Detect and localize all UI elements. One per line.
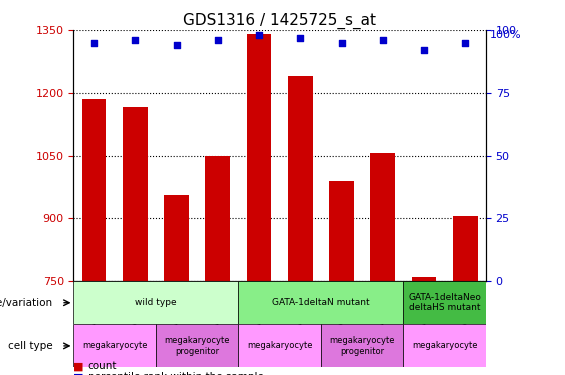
FancyBboxPatch shape	[238, 324, 321, 368]
Point	[131, 37, 140, 43]
Point	[214, 37, 223, 43]
Bar	[247, 34, 271, 281]
Text: percentile rank within the sample: percentile rank within the sample	[88, 372, 263, 375]
Text: megakaryocyte
progenitor: megakaryocyte progenitor	[329, 336, 395, 356]
Text: GATA-1deltaN mutant: GATA-1deltaN mutant	[272, 298, 370, 307]
Bar	[123, 108, 147, 281]
FancyBboxPatch shape	[238, 281, 403, 324]
Text: wild type: wild type	[135, 298, 177, 307]
Text: megakaryocyte
progenitor: megakaryocyte progenitor	[164, 336, 230, 356]
Bar	[164, 195, 189, 281]
Text: megakaryocyte: megakaryocyte	[412, 341, 477, 350]
Point	[461, 39, 470, 45]
Point	[172, 42, 181, 48]
Text: count: count	[88, 361, 117, 371]
FancyBboxPatch shape	[73, 324, 156, 368]
Title: GDS1316 / 1425725_s_at: GDS1316 / 1425725_s_at	[183, 12, 376, 28]
Text: megakaryocyte: megakaryocyte	[82, 341, 147, 350]
Bar	[82, 99, 106, 281]
FancyBboxPatch shape	[403, 281, 486, 324]
Bar	[288, 76, 312, 281]
Bar	[453, 216, 477, 281]
Bar	[206, 156, 230, 281]
Text: megakaryocyte: megakaryocyte	[247, 341, 312, 350]
Text: ■: ■	[73, 372, 84, 375]
Text: GATA-1deltaNeo
deltaHS mutant: GATA-1deltaNeo deltaHS mutant	[408, 293, 481, 312]
Text: ■: ■	[73, 361, 84, 371]
Point	[337, 39, 346, 45]
Text: genotype/variation: genotype/variation	[0, 298, 53, 308]
FancyBboxPatch shape	[73, 281, 238, 324]
Point	[89, 39, 99, 45]
Text: cell type: cell type	[8, 341, 53, 351]
Text: 100%: 100%	[490, 30, 521, 40]
Bar	[412, 277, 436, 281]
Point	[296, 34, 305, 40]
FancyBboxPatch shape	[321, 324, 403, 368]
Point	[379, 37, 388, 43]
FancyBboxPatch shape	[403, 324, 486, 368]
Point	[419, 47, 429, 53]
FancyBboxPatch shape	[156, 324, 238, 368]
Bar	[329, 181, 354, 281]
Point	[254, 32, 263, 38]
Bar	[371, 153, 395, 281]
